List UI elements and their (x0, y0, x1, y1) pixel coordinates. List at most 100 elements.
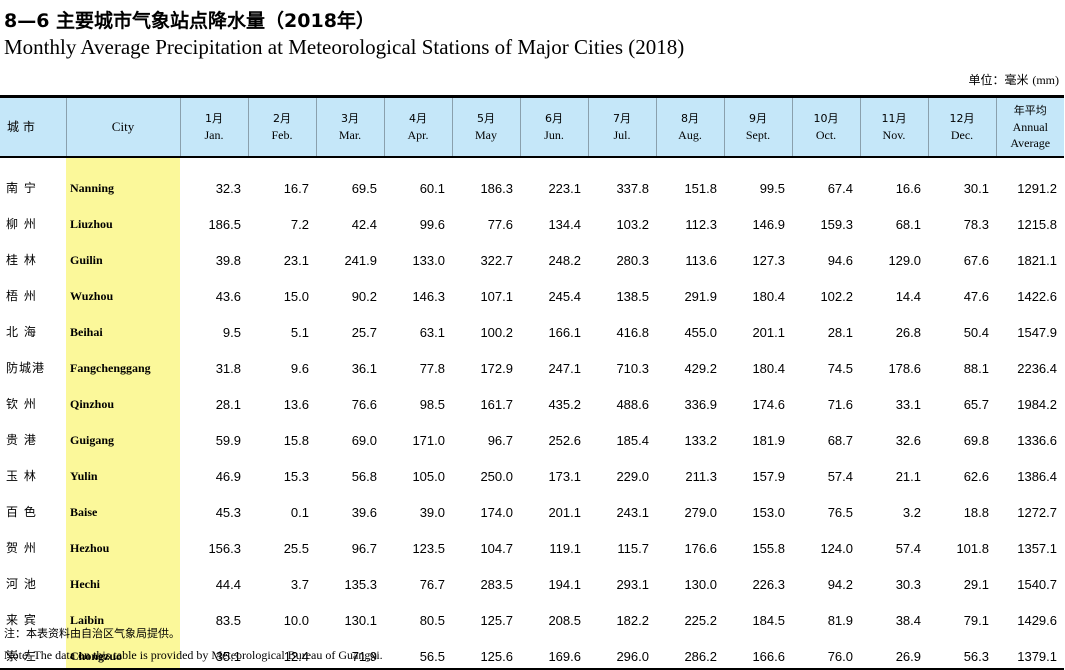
precipitation-cell: 115.7 (617, 541, 649, 556)
header-month-en: Nov. (882, 128, 906, 142)
header-month: 11月 Nov. (859, 95, 928, 158)
precipitation-cell: 101.8 (956, 541, 989, 556)
precipitation-cell: 186.5 (208, 217, 241, 232)
table-body: 南 宁 Nanning 32.3 16.7 69.5 60.1 186.3 223.1 337.… (0, 157, 1064, 670)
page-title-cn: 8—6 主要城市气象站点降水量（2018年） (4, 10, 375, 32)
precipitation-cell: 178.6 (888, 361, 921, 376)
city-name-en: Chongzuo (70, 649, 123, 663)
precipitation-cell: 3.7 (290, 577, 309, 592)
precipitation-cell: 77.8 (419, 361, 445, 376)
header-month: 7月 Jul. (587, 95, 656, 158)
annual-average-cell: 1984.2 (1017, 397, 1057, 412)
precipitation-cell: 12.4 (248, 632, 316, 670)
precipitation-cell: 44.4 (215, 577, 241, 592)
city-name-en: Fangchenggang (70, 361, 151, 375)
header-month-en: May (475, 128, 497, 142)
precipitation-cell: 174.6 (752, 397, 785, 412)
header-month-en: Oct. (815, 128, 837, 142)
precipitation-cell: 211.3 (685, 469, 717, 484)
city-name-cn: 北 海 (6, 325, 37, 339)
city-name-en-cell: Chongzuo (66, 632, 180, 670)
precipitation-cell: 181.9 (752, 433, 785, 448)
precipitation-cell: 119.1 (549, 541, 581, 556)
precipitation-cell: 65.7 (963, 397, 989, 412)
precipitation-cell: 130.0 (684, 577, 717, 592)
header-month: 9月 Sept. (723, 95, 792, 158)
header-month-cn: 1月 (205, 112, 223, 125)
precipitation-cell: 166.1 (548, 325, 581, 340)
city-name-cn: 柳 州 (6, 217, 37, 231)
city-name-en-cell: Nanning (66, 157, 180, 200)
precipitation-cell: 129.0 (888, 253, 921, 268)
precipitation-cell: 59.9 (215, 433, 241, 448)
precipitation-cell: 9.5 (222, 325, 241, 340)
table-row: 防城港 Fangchenggang 31.8 9.6 36.1 77.8 172.9 247.… (0, 344, 1064, 380)
precipitation-cell: 21.1 (895, 469, 921, 484)
header-month-cn: 7月 (613, 112, 631, 125)
header-month-en: Jul. (613, 128, 631, 142)
precipitation-cell: 102.2 (820, 289, 853, 304)
precipitation-cell: 68.1 (895, 217, 921, 232)
unit-label: 单位：毫米 (mm) (968, 71, 1059, 88)
precipitation-cell: 33.1 (895, 397, 921, 412)
precipitation-cell: 488.6 (616, 397, 649, 412)
precipitation-cell: 133.0 (412, 253, 445, 268)
precipitation-cell: 88.1 (963, 361, 989, 376)
precipitation-cell: 176.6 (684, 541, 717, 556)
table-row: 柳 州 Liuzhou 186.5 7.2 42.4 99.6 77.6 134.4 103.2… (0, 200, 1064, 236)
precipitation-cell: 130.1 (344, 613, 377, 628)
precipitation-cell: 123.5 (412, 541, 445, 556)
precipitation-cell: 250.0 (480, 469, 513, 484)
header-month: 6月 Jun. (519, 95, 588, 158)
annual-average-cell: 1429.6 (1017, 613, 1057, 628)
precipitation-cell: 429.2 (684, 361, 717, 376)
header-month-en: Jan. (204, 128, 224, 142)
annual-average-cell: 1291.2 (1017, 181, 1057, 196)
precipitation-cell: 16.7 (283, 181, 309, 196)
precipitation-cell: 146.3 (412, 289, 445, 304)
precipitation-cell: 293.1 (616, 577, 649, 592)
city-name-en: Yulin (70, 469, 98, 483)
precipitation-cell: 45.3 (215, 505, 241, 520)
table-row: 贺 州 Hezhou 156.3 25.5 96.7 123.5 104.7 119.1 115… (0, 524, 1064, 560)
precipitation-cell: 243.1 (616, 505, 649, 520)
precipitation-cell: 83.5 (215, 613, 241, 628)
header-month: 1月 Jan. (179, 95, 248, 158)
precipitation-cell: 81.9 (827, 613, 853, 628)
header-month-en: Mar. (338, 128, 362, 142)
precipitation-cell: 247.1 (548, 361, 581, 376)
city-name-cn: 桂 林 (6, 253, 37, 267)
precipitation-cell: 69.0 (351, 433, 377, 448)
precipitation-cell: 77.6 (487, 217, 513, 232)
precipitation-cell: 135.3 (344, 577, 377, 592)
table-row: 北 海 Beihai 9.5 5.1 25.7 63.1 100.2 166.1 416.8 45… (0, 308, 1064, 344)
precipitation-cell: 336.9 (684, 397, 717, 412)
precipitation-cell: 47.6 (963, 289, 989, 304)
precipitation-cell: 105.0 (412, 469, 445, 484)
precipitation-cell: 153.0 (752, 505, 785, 520)
precipitation-cell: 182.2 (616, 613, 649, 628)
city-name-cn: 贺 州 (6, 541, 37, 555)
precipitation-cell: 38.4 (895, 613, 921, 628)
unit-label-en: (mm) (1032, 73, 1059, 87)
precipitation-cell: 138.5 (616, 289, 649, 304)
annual-average-cell: 1547.9 (1017, 325, 1057, 340)
precipitation-cell: 173.1 (548, 469, 581, 484)
precipitation-cell: 241.9 (344, 253, 377, 268)
precipitation-cell: 134.4 (548, 217, 581, 232)
precipitation-cell: 223.1 (548, 181, 581, 196)
header-month-cn: 2月 (273, 112, 291, 125)
precipitation-cell: 56.8 (351, 469, 377, 484)
city-name-en: Beihai (70, 325, 103, 339)
precipitation-cell: 133.2 (684, 433, 717, 448)
precipitation-cell: 104.7 (480, 541, 513, 556)
header-month: 3月 Mar. (315, 95, 384, 158)
precipitation-cell: 39.6 (351, 505, 377, 520)
precipitation-cell: 710.3 (616, 361, 649, 376)
precipitation-cell: 94.6 (827, 253, 853, 268)
precipitation-cell: 18.8 (963, 505, 989, 520)
city-name-en: Hezhou (70, 541, 110, 555)
precipitation-cell: 25.5 (283, 541, 309, 556)
table-row: 河 池 Hechi 44.4 3.7 135.3 76.7 283.5 194.1 293.1 1… (0, 560, 1064, 596)
precipitation-cell: 0.1 (290, 505, 309, 520)
